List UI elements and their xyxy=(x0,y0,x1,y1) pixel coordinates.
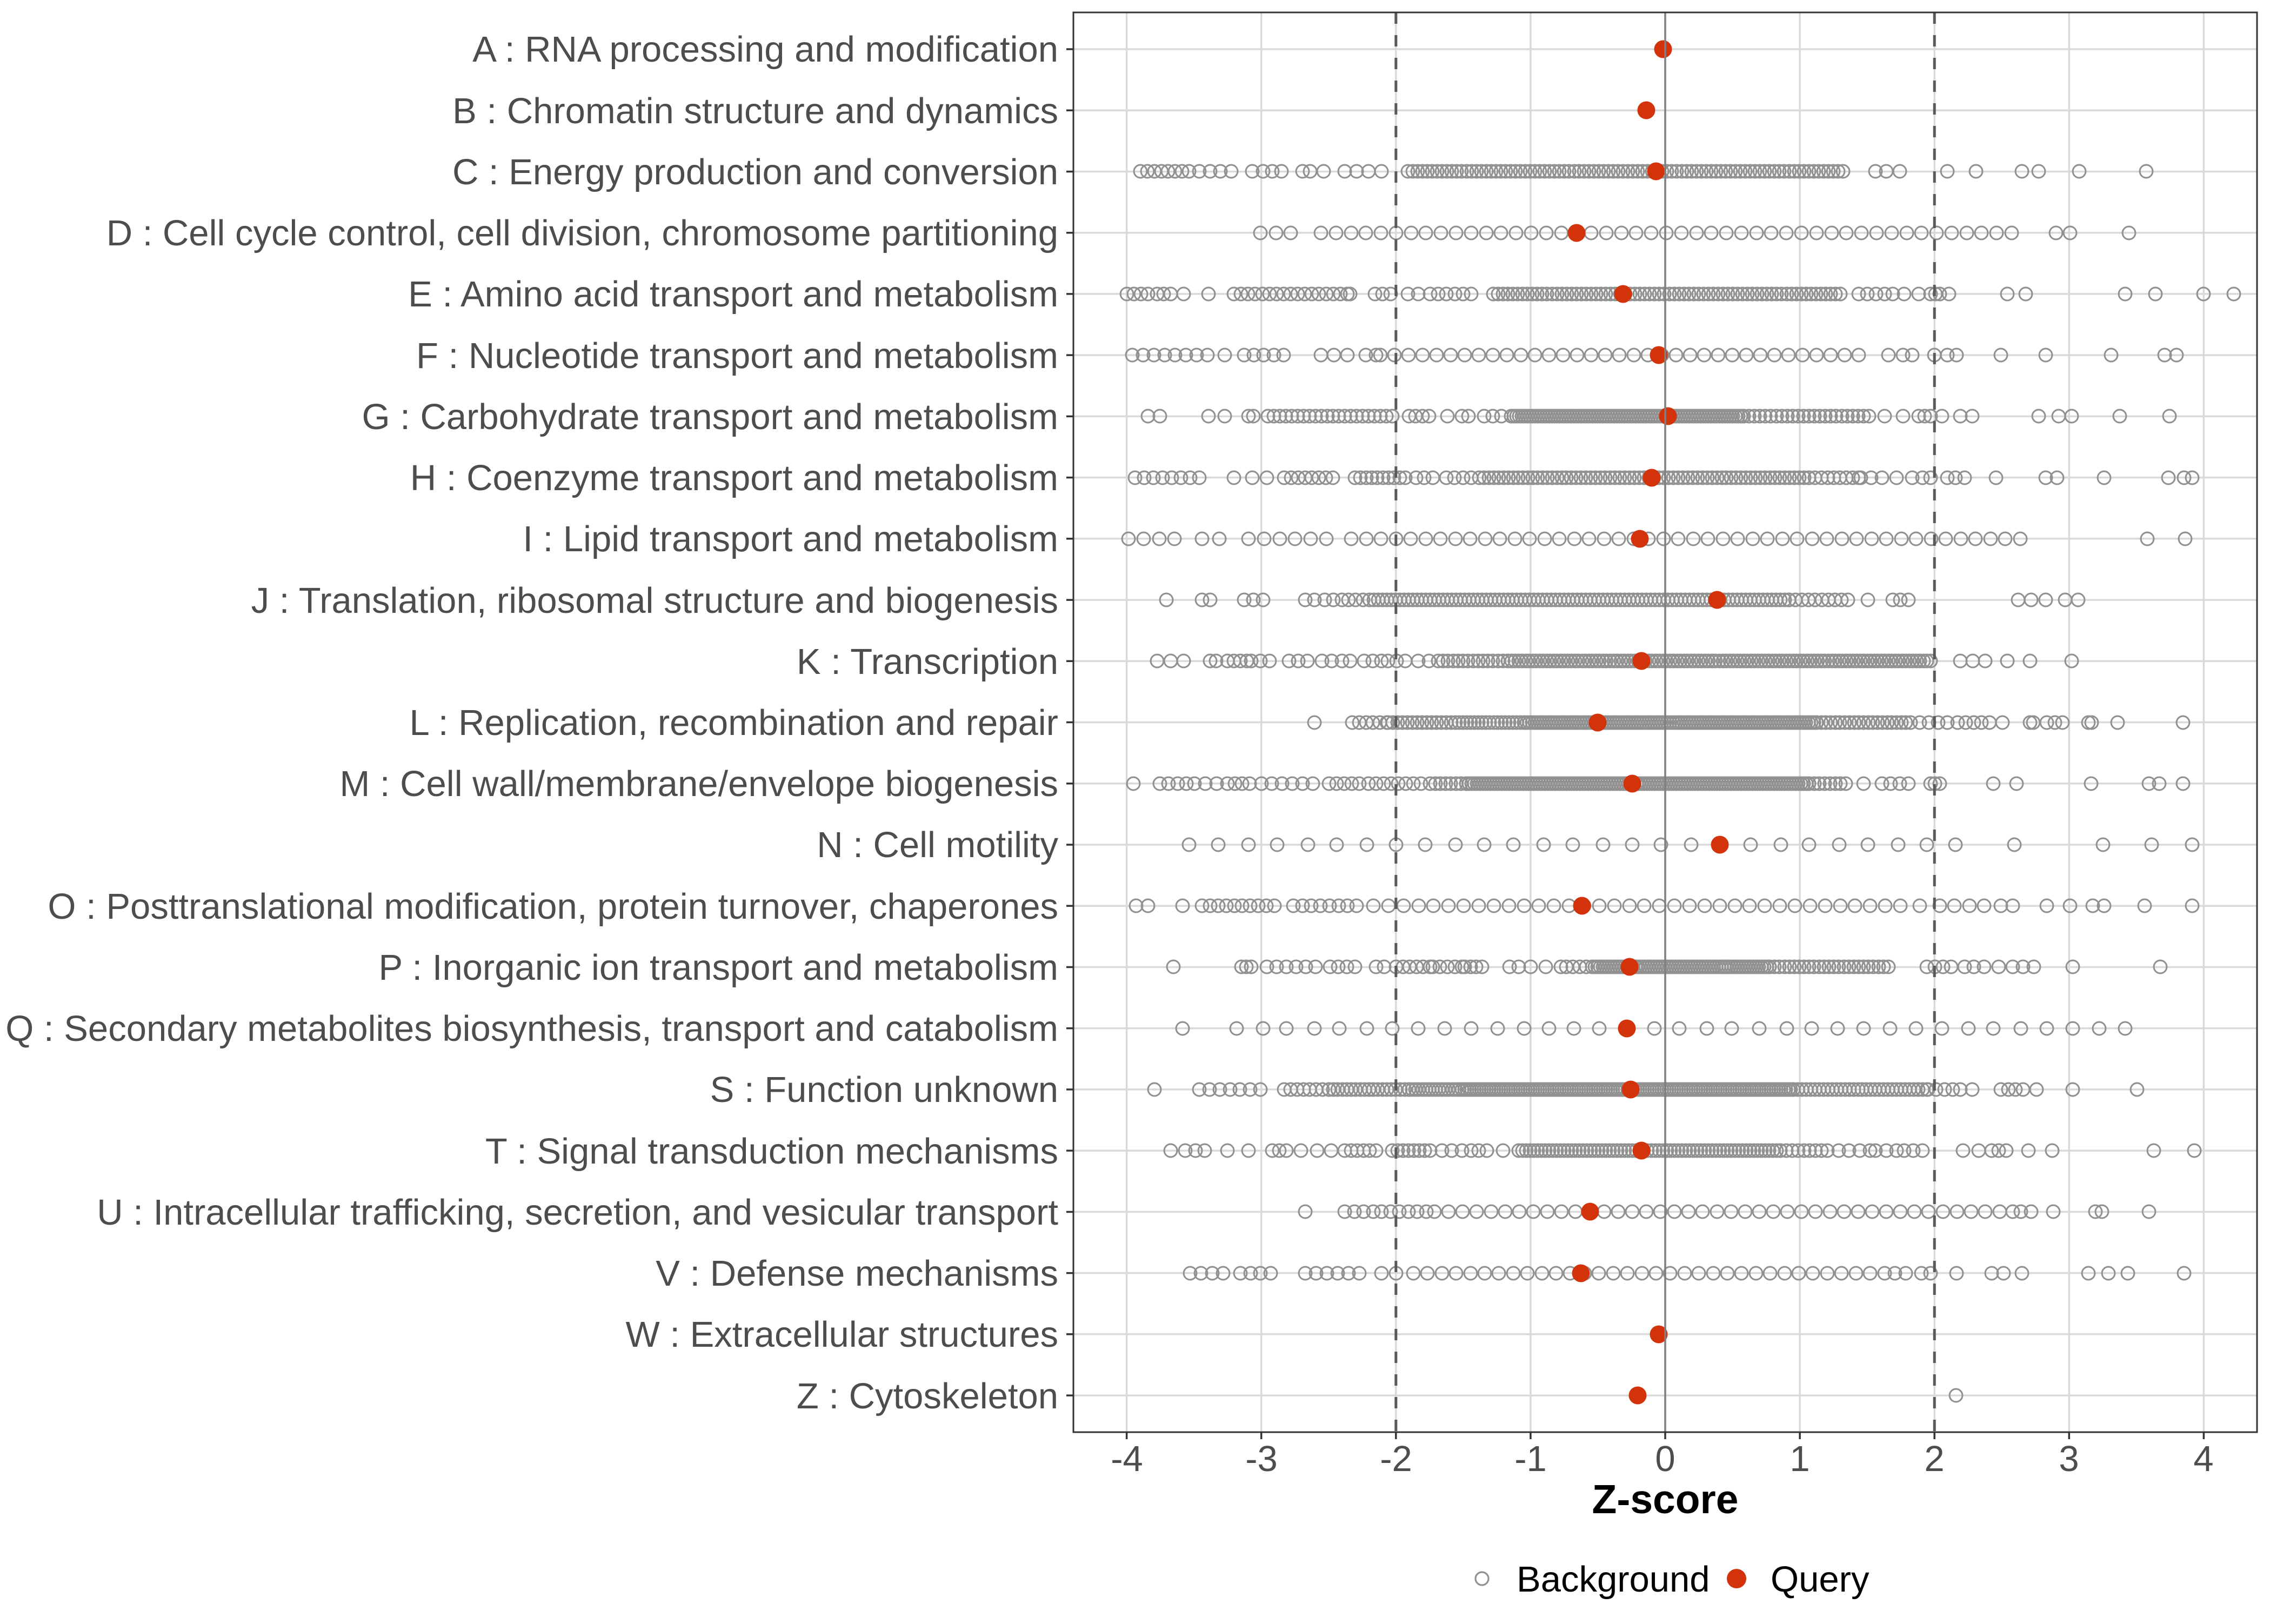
svg-text:S : Function unknown: S : Function unknown xyxy=(710,1070,1058,1110)
svg-text:-2: -2 xyxy=(1380,1439,1412,1479)
svg-text:C : Energy production and conv: C : Energy production and conversion xyxy=(452,152,1058,192)
svg-text:H : Coenzyme transport and met: H : Coenzyme transport and metabolism xyxy=(410,458,1058,498)
svg-text:U : Intracellular trafficking,: U : Intracellular trafficking, secretion… xyxy=(97,1192,1058,1233)
svg-text:-3: -3 xyxy=(1245,1439,1278,1479)
svg-text:G : Carbohydrate transport and: G : Carbohydrate transport and metabolis… xyxy=(362,397,1058,437)
svg-text:M : Cell wall/membrane/envelop: M : Cell wall/membrane/envelope biogenes… xyxy=(340,764,1059,804)
svg-text:1: 1 xyxy=(1790,1439,1810,1479)
svg-text:J : Translation, ribosomal str: J : Translation, ribosomal structure and… xyxy=(251,580,1058,621)
svg-text:E : Amino acid transport and m: E : Amino acid transport and metabolism xyxy=(408,274,1058,315)
svg-text:0: 0 xyxy=(1655,1439,1675,1479)
svg-text:4: 4 xyxy=(2193,1439,2213,1479)
svg-text:-4: -4 xyxy=(1111,1439,1143,1479)
svg-text:Background: Background xyxy=(1517,1559,1710,1600)
svg-text:D : Cell cycle control, cell d: D : Cell cycle control, cell division, c… xyxy=(106,213,1058,253)
svg-text:N : Cell motility: N : Cell motility xyxy=(817,825,1058,865)
svg-text:A : RNA processing and modific: A : RNA processing and modification xyxy=(472,29,1058,70)
svg-text:P : Inorganic ion transport an: P : Inorganic ion transport and metaboli… xyxy=(378,947,1058,988)
svg-text:-1: -1 xyxy=(1514,1439,1547,1479)
svg-text:W : Extracellular structures: W : Extracellular structures xyxy=(626,1314,1058,1355)
svg-text:I : Lipid transport and metabo: I : Lipid transport and metabolism xyxy=(523,519,1058,559)
svg-text:Query: Query xyxy=(1771,1559,1870,1600)
svg-text:T : Signal transduction mechan: T : Signal transduction mechanisms xyxy=(485,1131,1058,1172)
svg-text:3: 3 xyxy=(2059,1439,2079,1479)
svg-text:Q : Secondary metabolites bios: Q : Secondary metabolites biosynthesis, … xyxy=(5,1008,1058,1049)
svg-text:F : Nucleotide transport and m: F : Nucleotide transport and metabolism xyxy=(416,336,1058,376)
svg-text:Z : Cytoskeleton: Z : Cytoskeleton xyxy=(797,1376,1058,1416)
svg-text:V : Defense mechanisms: V : Defense mechanisms xyxy=(656,1253,1058,1294)
svg-text:K : Transcription: K : Transcription xyxy=(797,641,1058,682)
svg-text:L : Replication, recombination: L : Replication, recombination and repai… xyxy=(410,703,1058,743)
svg-text:Z-score: Z-score xyxy=(1592,1476,1739,1522)
svg-text:2: 2 xyxy=(1924,1439,1944,1479)
svg-text:B : Chromatin structure and dy: B : Chromatin structure and dynamics xyxy=(452,91,1058,131)
svg-text:O : Posttranslational modifica: O : Posttranslational modification, prot… xyxy=(48,886,1058,927)
